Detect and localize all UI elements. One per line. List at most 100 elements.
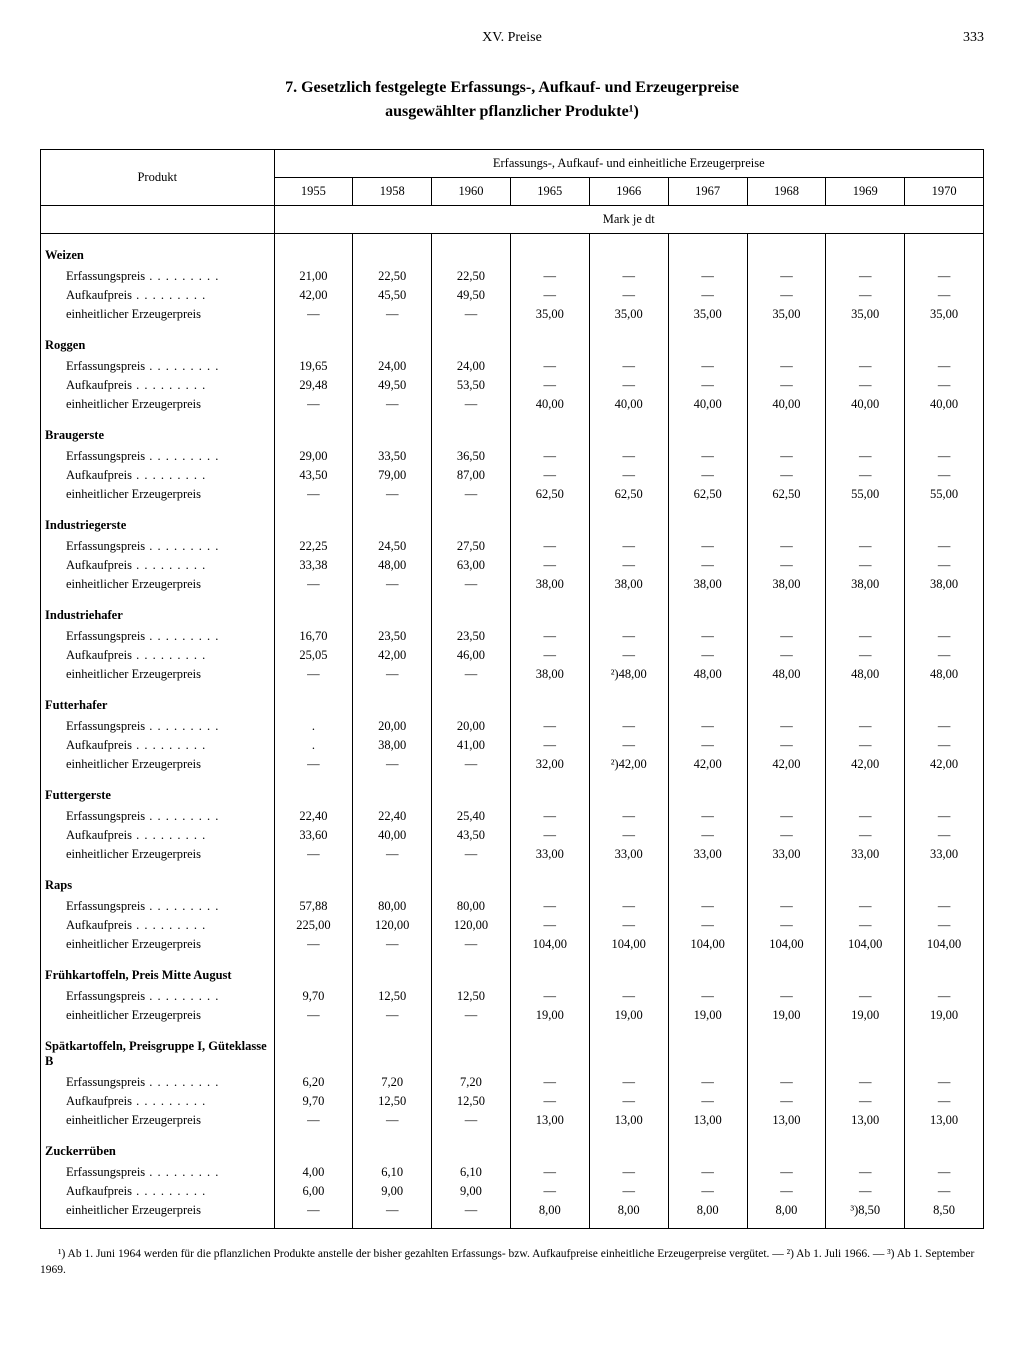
row-label: Erfassungspreis: [41, 627, 275, 646]
cell: —: [905, 286, 984, 305]
cell: —: [510, 286, 589, 305]
cell: 38,00: [589, 575, 668, 594]
cell: —: [432, 755, 511, 774]
group-0: Weizen: [41, 234, 275, 268]
cell: —: [905, 1163, 984, 1182]
cell: —: [668, 627, 747, 646]
cell: —: [905, 897, 984, 916]
cell: 48,00: [747, 665, 826, 684]
cell: 40,00: [826, 395, 905, 414]
row-label: Aufkaufpreis: [41, 646, 275, 665]
cell: —: [826, 1182, 905, 1201]
row-label: Erfassungspreis: [41, 357, 275, 376]
row-label: Erfassungspreis: [41, 987, 275, 1006]
cell: —: [589, 717, 668, 736]
cell: —: [668, 987, 747, 1006]
cell: —: [274, 935, 353, 954]
cell: .: [274, 736, 353, 755]
cell: 36,50: [432, 447, 511, 466]
cell: —: [747, 1163, 826, 1182]
cell: —: [826, 376, 905, 395]
cell: 33,00: [589, 845, 668, 864]
cell: —: [510, 826, 589, 845]
row-label: einheitlicher Erzeugerpreis: [41, 755, 275, 774]
col-year-1970: 1970: [905, 178, 984, 206]
cell: —: [353, 1111, 432, 1130]
row-label: Erfassungspreis: [41, 447, 275, 466]
cell: 19,65: [274, 357, 353, 376]
cell: 40,00: [668, 395, 747, 414]
cell: —: [905, 466, 984, 485]
cell: 23,50: [432, 627, 511, 646]
cell: 16,70: [274, 627, 353, 646]
cell: —: [510, 627, 589, 646]
cell: —: [274, 1111, 353, 1130]
cell: —: [589, 556, 668, 575]
cell: 104,00: [668, 935, 747, 954]
cell: —: [589, 826, 668, 845]
cell: —: [432, 395, 511, 414]
cell: —: [510, 646, 589, 665]
cell: 38,00: [905, 575, 984, 594]
group-7: Raps: [41, 864, 275, 897]
cell: —: [510, 807, 589, 826]
cell: 55,00: [826, 485, 905, 504]
cell: 19,00: [905, 1006, 984, 1025]
col-year-1969: 1969: [826, 178, 905, 206]
cell: —: [668, 736, 747, 755]
cell: 33,00: [826, 845, 905, 864]
cell: 29,00: [274, 447, 353, 466]
cell: 19,00: [747, 1006, 826, 1025]
cell: 40,00: [747, 395, 826, 414]
cell: 32,00: [510, 755, 589, 774]
cell: 40,00: [905, 395, 984, 414]
cell: —: [510, 897, 589, 916]
cell: —: [826, 1073, 905, 1092]
cell: —: [432, 1111, 511, 1130]
cell: 27,50: [432, 537, 511, 556]
cell: —: [826, 466, 905, 485]
cell: 42,00: [274, 286, 353, 305]
cell: —: [353, 395, 432, 414]
row-label: einheitlicher Erzeugerpreis: [41, 845, 275, 864]
group-9: Spätkartoffeln, Preisgruppe I, Güteklass…: [41, 1025, 275, 1073]
cell: —: [353, 845, 432, 864]
cell: 12,50: [432, 987, 511, 1006]
cell: 62,50: [747, 485, 826, 504]
cell: —: [826, 556, 905, 575]
cell: 42,00: [668, 755, 747, 774]
cell: —: [510, 987, 589, 1006]
cell: —: [432, 665, 511, 684]
cell: —: [826, 646, 905, 665]
cell: 22,50: [432, 267, 511, 286]
cell: 8,00: [589, 1201, 668, 1229]
cell: 120,00: [432, 916, 511, 935]
cell: —: [353, 1201, 432, 1229]
cell: —: [668, 267, 747, 286]
group-10: Zuckerrüben: [41, 1130, 275, 1163]
cell: 19,00: [589, 1006, 668, 1025]
cell: 8,50: [905, 1201, 984, 1229]
cell: ²)48,00: [589, 665, 668, 684]
cell: 12,50: [353, 1092, 432, 1111]
cell: 43,50: [432, 826, 511, 845]
cell: —: [274, 1201, 353, 1229]
cell: 55,00: [905, 485, 984, 504]
cell: —: [747, 447, 826, 466]
cell: —: [826, 826, 905, 845]
cell: 24,00: [353, 357, 432, 376]
col-year-1960: 1960: [432, 178, 511, 206]
group-5: Futterhafer: [41, 684, 275, 717]
cell: —: [668, 556, 747, 575]
group-4: Industriehafer: [41, 594, 275, 627]
row-label: Erfassungspreis: [41, 267, 275, 286]
row-label: Erfassungspreis: [41, 897, 275, 916]
cell: —: [589, 466, 668, 485]
cell: —: [668, 1073, 747, 1092]
table-title: 7. Gesetzlich festgelegte Erfassungs-, A…: [40, 76, 984, 124]
cell: —: [432, 935, 511, 954]
group-8: Frühkartoffeln, Preis Mitte August: [41, 954, 275, 987]
cell: —: [589, 357, 668, 376]
cell: —: [826, 916, 905, 935]
col-year-1965: 1965: [510, 178, 589, 206]
